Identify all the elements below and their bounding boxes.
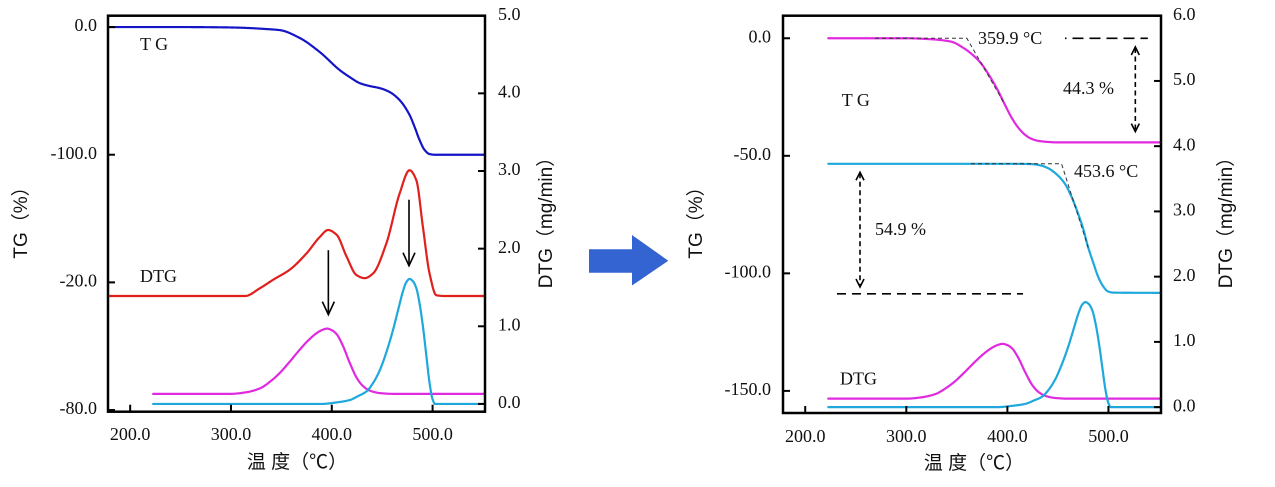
arrow-down-icon: [855, 278, 865, 289]
arrow-down-icon: [402, 252, 416, 268]
y-tick-label-right: 4.0: [1173, 134, 1196, 154]
y-tick-label-left: 0.0: [749, 26, 772, 46]
y-axis-title-dtg: DTG（mg/min）: [535, 148, 557, 288]
y-tick-label-left: -80.0: [60, 398, 98, 418]
arrow-up-icon: [855, 170, 865, 181]
arrow-down-icon: [321, 301, 336, 317]
y-tick-label-left: -50.0: [734, 144, 772, 164]
x-tick-label: 300.0: [886, 426, 927, 446]
tg-curve-label: T G: [140, 34, 168, 54]
y-axis-title-tg: TG（%）: [685, 177, 707, 258]
y-tick-label-right: 2.0: [498, 237, 521, 257]
y-tick-label-right: 0.0: [1173, 395, 1196, 415]
y-tick-label-right: 4.0: [498, 81, 521, 101]
right-tg-dtg-chart: T G DTG 359.9 °C 44.3 % 453.6 °C 54.9 % 200.0 3…: [685, 4, 1237, 474]
x-tick-label: 500.0: [1088, 426, 1129, 446]
y-tick-label-right: 3.0: [498, 159, 521, 179]
x-tick-label: 400.0: [987, 426, 1028, 446]
y-tick-label-right: 2.0: [1173, 265, 1196, 285]
y-tick-label-right: 3.0: [1173, 200, 1196, 220]
y-axis-title-dtg: DTG（mg/min）: [1215, 148, 1237, 288]
plot-frame: [781, 14, 1163, 415]
y-tick-label-right: 1.0: [1173, 330, 1196, 350]
dtg-curve: [107, 169, 486, 298]
onset-temperature-label: 453.6 °C: [1074, 161, 1138, 181]
x-tick-label: 500.0: [412, 424, 453, 444]
plot-frame: [106, 14, 487, 413]
y-tick-label-right: 5.0: [498, 4, 521, 24]
dtg-curve-label: DTG: [140, 266, 177, 286]
x-tick-label: 300.0: [211, 424, 252, 444]
arrow-up-icon: [1130, 45, 1141, 56]
onset-tangent-line: [970, 163, 1089, 248]
tg-curve-label: T G: [842, 90, 870, 110]
y-tick-label-left: -150.0: [725, 379, 772, 399]
x-tick-label: 400.0: [312, 424, 353, 444]
x-tick-label: 200.0: [785, 426, 826, 446]
y-tick-label-right: 1.0: [498, 314, 521, 334]
dtg-curve-label: DTG: [840, 369, 877, 389]
x-tick-label: 200.0: [110, 424, 151, 444]
y-axis-title-tg: TG（%）: [10, 177, 32, 258]
x-axis-title-temperature: 温 度（℃）: [924, 452, 1024, 474]
onset-tangent-line: [874, 37, 1004, 102]
mass-loss-label: 44.3 %: [1063, 78, 1114, 98]
mass-loss-label: 54.9 %: [875, 219, 926, 239]
dtg-peak-1-curve: [152, 327, 486, 395]
y-tick-label-left: -100.0: [725, 261, 772, 281]
y-tick-label-left: -20.0: [60, 271, 98, 291]
dtg-peak-1-curve: [827, 342, 1162, 400]
onset-temperature-label: 359.9 °C: [978, 28, 1042, 48]
tg-curve: [107, 25, 486, 156]
y-tick-label-right: 6.0: [1173, 4, 1196, 24]
dtg-peak-2-curve: [152, 277, 486, 406]
transition-arrow-icon: [589, 235, 669, 286]
arrow-down-icon: [1130, 123, 1141, 134]
y-tick-label-left: -100.0: [51, 143, 98, 163]
dtg-peak-2-curve: [827, 301, 1162, 409]
left-tg-dtg-chart: T G DTG 200.0 300.0 400.0 500.0 0.0 -100.0 -20.0…: [10, 4, 557, 473]
y-tick-label-right: 5.0: [1173, 69, 1196, 89]
y-tick-label-right: 0.0: [498, 392, 521, 412]
x-axis-title-temperature: 温 度（℃）: [247, 451, 347, 473]
y-tick-label-left: 0.0: [75, 15, 98, 35]
